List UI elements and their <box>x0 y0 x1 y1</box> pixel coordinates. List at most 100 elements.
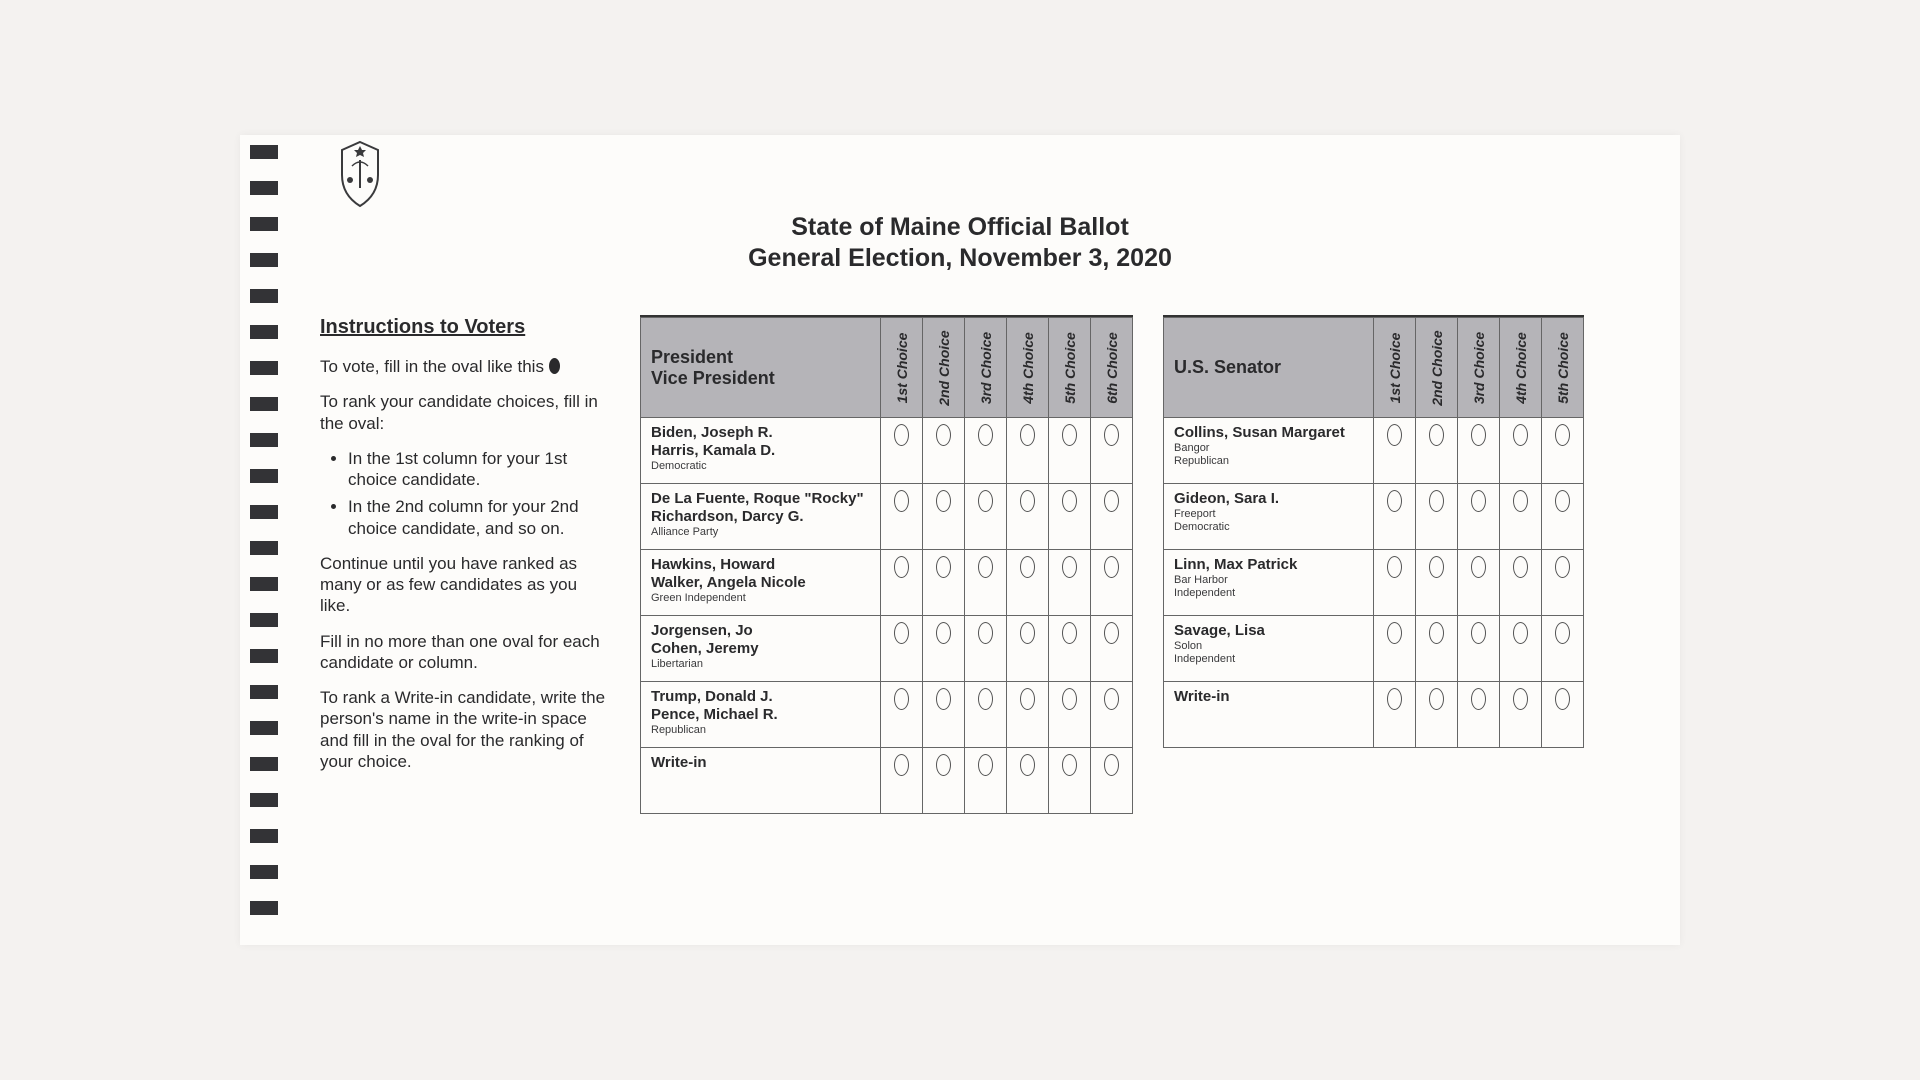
candidate-row: Hawkins, HowardWalker, Angela NicoleGree… <box>641 550 1133 616</box>
vote-oval[interactable] <box>1458 682 1500 748</box>
candidate-cell: Linn, Max PatrickBar HarborIndependent <box>1164 550 1374 616</box>
candidate-cell: Jorgensen, JoCohen, JeremyLibertarian <box>641 616 881 682</box>
vote-oval[interactable] <box>1007 682 1049 748</box>
candidate-cell: Biden, Joseph R.Harris, Kamala D.Democra… <box>641 418 881 484</box>
vote-oval[interactable] <box>965 616 1007 682</box>
vote-oval[interactable] <box>965 748 1007 814</box>
vote-oval[interactable] <box>1542 484 1584 550</box>
vote-oval[interactable] <box>1542 682 1584 748</box>
vote-oval[interactable] <box>923 748 965 814</box>
choice-header-5: 5th Choice <box>1542 318 1584 418</box>
vote-oval[interactable] <box>1049 682 1091 748</box>
instructions-list: In the 1st column for your 1st choice ca… <box>348 448 610 539</box>
candidate-row: Trump, Donald J.Pence, Michael R.Republi… <box>641 682 1133 748</box>
vote-oval[interactable] <box>1091 682 1133 748</box>
vote-oval[interactable] <box>1500 418 1542 484</box>
candidate-row: Write-in <box>1164 682 1584 748</box>
vote-oval[interactable] <box>923 616 965 682</box>
instructions-p4: Fill in no more than one oval for each c… <box>320 631 610 674</box>
vote-oval[interactable] <box>1091 616 1133 682</box>
vote-oval[interactable] <box>1500 682 1542 748</box>
state-seal-icon <box>330 140 390 210</box>
vote-oval[interactable] <box>1416 484 1458 550</box>
choice-header-3: 3rd Choice <box>1458 318 1500 418</box>
vote-oval[interactable] <box>1416 418 1458 484</box>
vote-oval[interactable] <box>923 550 965 616</box>
vote-oval[interactable] <box>1374 550 1416 616</box>
candidate-row: Collins, Susan MargaretBangorRepublican <box>1164 418 1584 484</box>
vote-oval[interactable] <box>1500 616 1542 682</box>
vote-oval[interactable] <box>1542 550 1584 616</box>
vote-oval[interactable] <box>1416 682 1458 748</box>
vote-oval[interactable] <box>1500 484 1542 550</box>
vote-oval[interactable] <box>923 484 965 550</box>
vote-oval[interactable] <box>1049 418 1091 484</box>
vote-oval[interactable] <box>881 484 923 550</box>
vote-oval[interactable] <box>965 484 1007 550</box>
instructions-title: Instructions to Voters <box>320 315 610 340</box>
vote-oval[interactable] <box>1007 418 1049 484</box>
candidate-row: Write-in <box>641 748 1133 814</box>
vote-oval[interactable] <box>1500 550 1542 616</box>
instructions-p2: To rank your candidate choices, fill in … <box>320 391 610 434</box>
instructions-p5: To rank a Write-in candidate, write the … <box>320 687 610 772</box>
choice-header-5: 5th Choice <box>1049 318 1091 418</box>
vote-oval[interactable] <box>1374 418 1416 484</box>
vote-oval[interactable] <box>881 418 923 484</box>
vote-oval[interactable] <box>1007 550 1049 616</box>
vote-oval[interactable] <box>965 682 1007 748</box>
instructions-li1: In the 1st column for your 1st choice ca… <box>348 448 610 491</box>
vote-oval[interactable] <box>1458 616 1500 682</box>
vote-oval[interactable] <box>881 748 923 814</box>
choice-header-1: 1st Choice <box>881 318 923 418</box>
vote-oval[interactable] <box>1542 418 1584 484</box>
vote-oval[interactable] <box>1091 418 1133 484</box>
president-contest: PresidentVice President1st Choice2nd Cho… <box>640 315 1133 814</box>
ballot-header: State of Maine Official Ballot General E… <box>240 213 1680 273</box>
vote-oval[interactable] <box>923 682 965 748</box>
vote-oval[interactable] <box>1458 550 1500 616</box>
instructions-li2: In the 2nd column for your 2nd choice ca… <box>348 496 610 539</box>
candidate-cell: Trump, Donald J.Pence, Michael R.Republi… <box>641 682 881 748</box>
candidate-row: Gideon, Sara I.FreeportDemocratic <box>1164 484 1584 550</box>
candidate-cell: Collins, Susan MargaretBangorRepublican <box>1164 418 1374 484</box>
choice-header-1: 1st Choice <box>1374 318 1416 418</box>
vote-oval[interactable] <box>1091 748 1133 814</box>
vote-oval[interactable] <box>965 550 1007 616</box>
vote-oval[interactable] <box>1007 616 1049 682</box>
instructions-panel: Instructions to Voters To vote, fill in … <box>320 315 610 814</box>
president-table: PresidentVice President1st Choice2nd Cho… <box>640 317 1133 814</box>
vote-oval[interactable] <box>923 418 965 484</box>
vote-oval[interactable] <box>1416 550 1458 616</box>
vote-oval[interactable] <box>881 682 923 748</box>
senator-contest: U.S. Senator1st Choice2nd Choice3rd Choi… <box>1163 315 1584 814</box>
vote-oval[interactable] <box>1458 484 1500 550</box>
vote-oval[interactable] <box>1374 616 1416 682</box>
candidate-cell: Write-in <box>1164 682 1374 748</box>
vote-oval[interactable] <box>1416 616 1458 682</box>
vote-oval[interactable] <box>1458 418 1500 484</box>
choice-header-2: 2nd Choice <box>1416 318 1458 418</box>
vote-oval[interactable] <box>1542 616 1584 682</box>
vote-oval[interactable] <box>965 418 1007 484</box>
header-line-1: State of Maine Official Ballot <box>240 213 1680 242</box>
senator-table: U.S. Senator1st Choice2nd Choice3rd Choi… <box>1163 317 1584 748</box>
vote-oval[interactable] <box>1049 550 1091 616</box>
choice-header-3: 3rd Choice <box>965 318 1007 418</box>
candidate-row: Savage, LisaSolonIndependent <box>1164 616 1584 682</box>
vote-oval[interactable] <box>1049 748 1091 814</box>
instructions-p3: Continue until you have ranked as many o… <box>320 553 610 617</box>
vote-oval[interactable] <box>1091 484 1133 550</box>
ballot-content: Instructions to Voters To vote, fill in … <box>320 315 1650 814</box>
vote-oval[interactable] <box>881 550 923 616</box>
choice-header-4: 4th Choice <box>1007 318 1049 418</box>
vote-oval[interactable] <box>1091 550 1133 616</box>
vote-oval[interactable] <box>1007 484 1049 550</box>
vote-oval[interactable] <box>1007 748 1049 814</box>
vote-oval[interactable] <box>881 616 923 682</box>
vote-oval[interactable] <box>1049 616 1091 682</box>
filled-oval-icon <box>549 358 560 374</box>
vote-oval[interactable] <box>1374 682 1416 748</box>
vote-oval[interactable] <box>1374 484 1416 550</box>
vote-oval[interactable] <box>1049 484 1091 550</box>
